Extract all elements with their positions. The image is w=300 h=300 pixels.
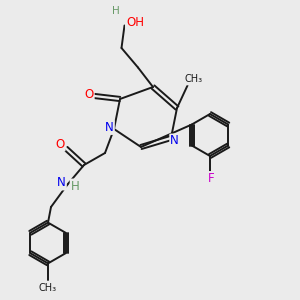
Text: H: H: [70, 179, 80, 193]
Text: O: O: [56, 137, 64, 151]
Text: OH: OH: [126, 16, 144, 29]
Text: N: N: [105, 121, 114, 134]
Text: CH₃: CH₃: [39, 283, 57, 293]
Text: CH₃: CH₃: [184, 74, 202, 85]
Text: F: F: [208, 172, 215, 185]
Text: O: O: [85, 88, 94, 101]
Text: N: N: [57, 176, 66, 190]
Text: N: N: [170, 134, 179, 148]
Text: H: H: [112, 5, 119, 16]
